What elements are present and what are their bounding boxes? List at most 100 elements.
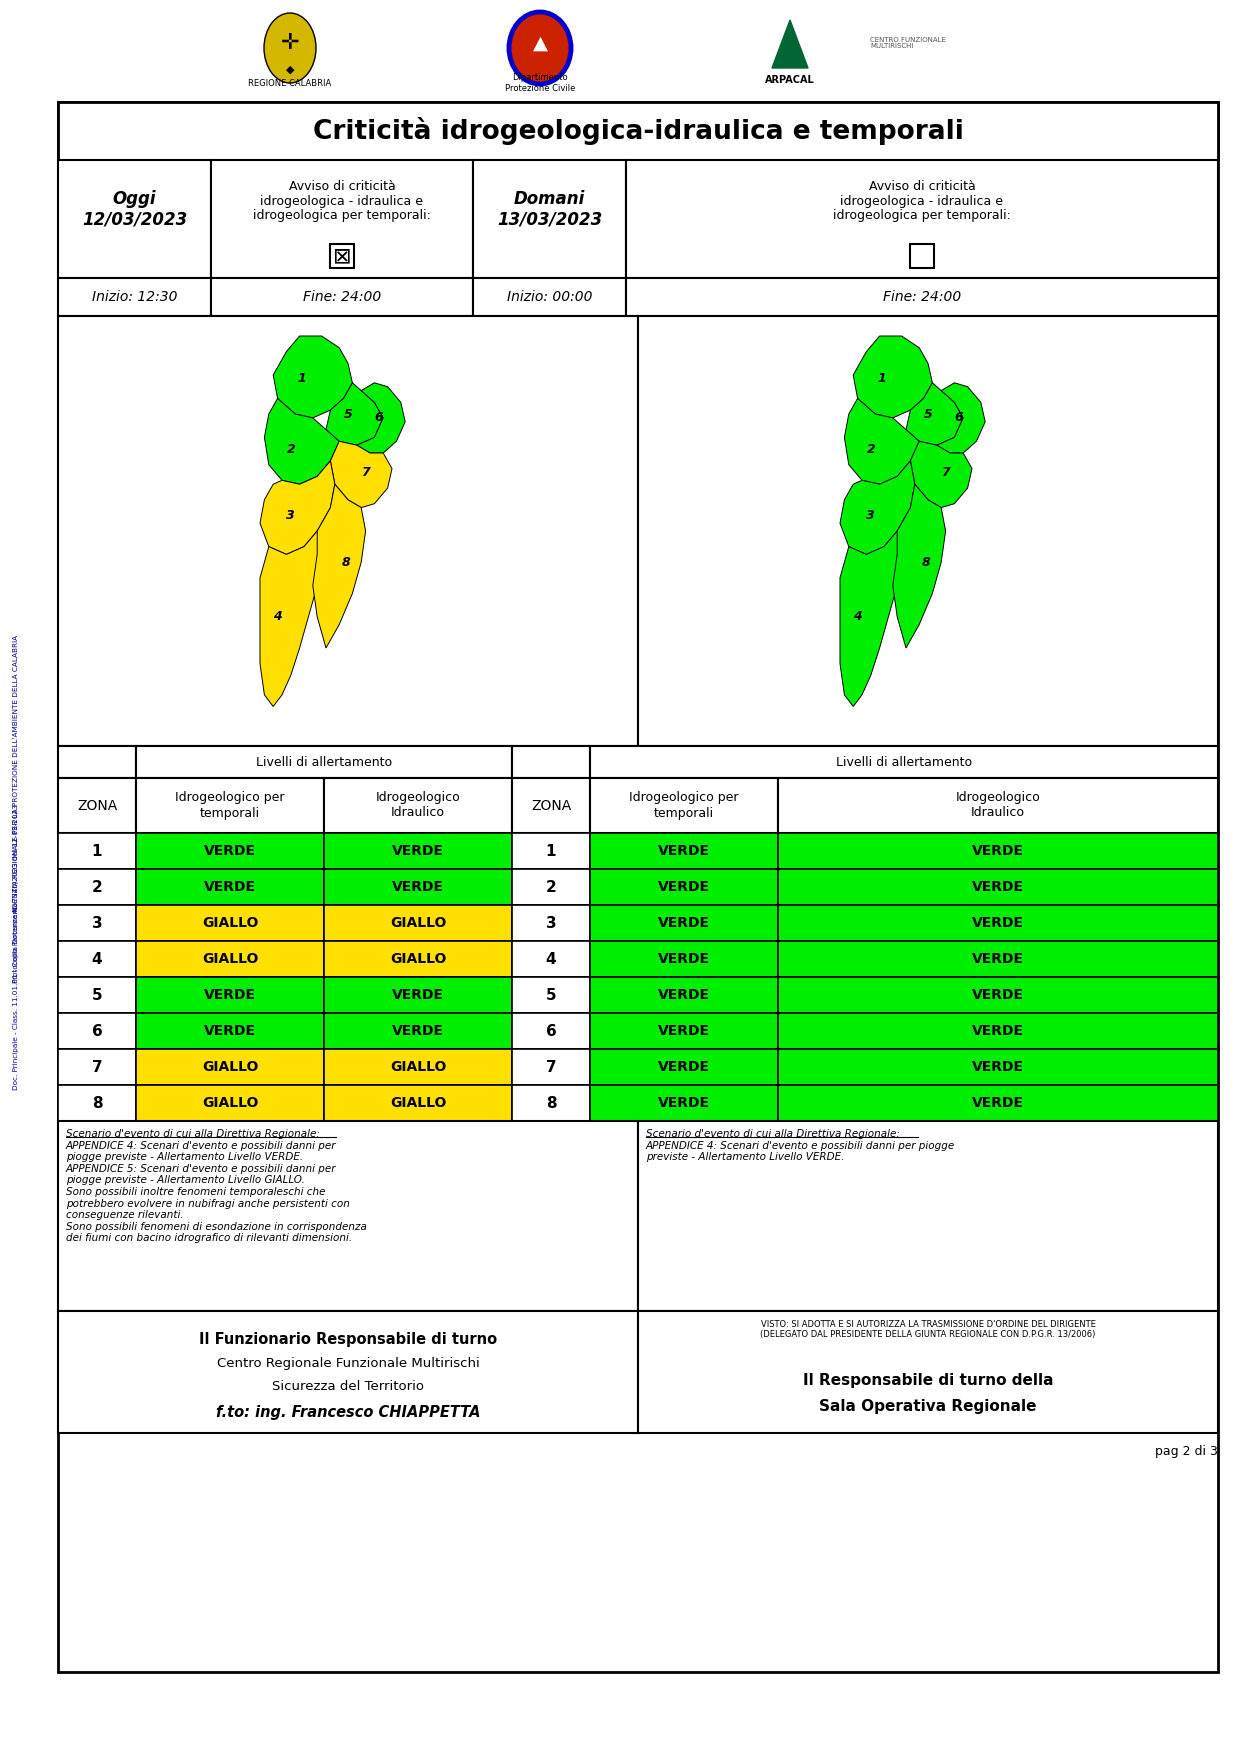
Bar	[58, 833, 136, 868]
Text: Inizio: 12:30: Inizio: 12:30	[92, 289, 177, 303]
Text: Idrogeologico
Idraulico: Idrogeologico Idraulico	[956, 791, 1040, 819]
Text: VERDE: VERDE	[658, 916, 711, 930]
Text: 5: 5	[546, 988, 557, 1003]
Text: VERDE: VERDE	[972, 1059, 1024, 1073]
Text: Idrogeologico per
temporali: Idrogeologico per temporali	[175, 791, 285, 819]
Bar	[324, 868, 512, 905]
Polygon shape	[910, 442, 972, 507]
Text: Scenario d'evento di cui alla Direttiva Regionale:
APPENDICE 4: Scenari d'evento: Scenario d'evento di cui alla Direttiva …	[646, 1130, 955, 1163]
Text: Il Responsabile di turno della: Il Responsabile di turno della	[802, 1373, 1053, 1387]
Text: VERDE: VERDE	[972, 881, 1024, 895]
Polygon shape	[853, 337, 932, 417]
Text: 5: 5	[343, 407, 352, 421]
Bar	[590, 833, 777, 868]
Polygon shape	[260, 461, 335, 554]
Text: VISTO: SI ADOTTA E SI AUTORIZZA LA TRASMISSIONE D'ORDINE DEL DIRIGENTE
(DELEGATO: VISTO: SI ADOTTA E SI AUTORIZZA LA TRASM…	[760, 1319, 1096, 1338]
Text: 3: 3	[92, 916, 103, 931]
Text: Oggi
12/03/2023: Oggi 12/03/2023	[82, 189, 187, 228]
Text: VERDE: VERDE	[972, 988, 1024, 1002]
Text: VERDE: VERDE	[658, 881, 711, 895]
Bar	[590, 745, 1218, 779]
Text: VERDE: VERDE	[972, 916, 1024, 930]
Polygon shape	[330, 442, 392, 507]
Text: Avviso di criticità
idrogeologica - idraulica e
idrogeologica per temporali:: Avviso di criticità idrogeologica - idra…	[833, 179, 1011, 223]
Text: 2: 2	[286, 442, 295, 456]
Text: VERDE: VERDE	[972, 844, 1024, 858]
Bar	[626, 277, 1218, 316]
Text: 8: 8	[92, 1096, 103, 1110]
Text: 8: 8	[546, 1096, 557, 1110]
Text: 5: 5	[924, 407, 932, 421]
Bar	[512, 1086, 590, 1121]
Text: ◆: ◆	[285, 65, 294, 75]
Text: VERDE: VERDE	[658, 988, 711, 1002]
Text: VERDE: VERDE	[205, 1024, 255, 1038]
Text: 4: 4	[92, 951, 103, 966]
Polygon shape	[264, 398, 340, 484]
Ellipse shape	[508, 12, 570, 84]
Text: Livelli di allertamento: Livelli di allertamento	[255, 756, 392, 768]
Text: VERDE: VERDE	[205, 988, 255, 1002]
Text: Sala Operativa Regionale: Sala Operativa Regionale	[820, 1398, 1037, 1414]
Text: 3: 3	[546, 916, 557, 931]
Text: ✛: ✛	[280, 33, 299, 53]
Bar	[136, 745, 512, 779]
Text: 4: 4	[273, 610, 281, 623]
Polygon shape	[893, 484, 946, 647]
Bar	[211, 160, 472, 277]
Polygon shape	[326, 382, 383, 446]
Text: 6: 6	[546, 1024, 557, 1038]
Polygon shape	[936, 382, 986, 453]
Bar	[777, 1086, 1218, 1121]
Bar	[136, 1049, 324, 1086]
Bar	[590, 977, 777, 1014]
Bar	[58, 1014, 136, 1049]
Text: Domani
13/03/2023: Domani 13/03/2023	[497, 189, 603, 228]
Text: 1: 1	[92, 844, 102, 858]
Bar	[324, 779, 512, 833]
Text: Criticità idrogeologica-idraulica e temporali: Criticità idrogeologica-idraulica e temp…	[312, 118, 963, 146]
Text: 2: 2	[92, 879, 103, 895]
Bar	[58, 905, 136, 940]
Bar	[324, 833, 512, 868]
Text: GIALLO: GIALLO	[202, 1059, 258, 1073]
Bar	[626, 160, 1218, 277]
Polygon shape	[312, 484, 366, 647]
Bar	[136, 905, 324, 940]
Text: GIALLO: GIALLO	[202, 952, 258, 966]
Polygon shape	[906, 382, 963, 446]
Bar	[512, 745, 590, 779]
Bar	[58, 1310, 639, 1433]
Bar	[211, 277, 472, 316]
Text: 7: 7	[546, 1059, 557, 1075]
Bar	[639, 316, 1218, 745]
Text: 7: 7	[92, 1059, 103, 1075]
Bar	[777, 868, 1218, 905]
Bar	[590, 940, 777, 977]
Text: ZONA: ZONA	[531, 798, 572, 812]
Text: Il Funzionario Responsabile di turno: Il Funzionario Responsabile di turno	[198, 1331, 497, 1347]
Text: Inizio: 00:00: Inizio: 00:00	[507, 289, 593, 303]
Bar	[136, 833, 324, 868]
Bar	[512, 868, 590, 905]
Text: 7: 7	[361, 467, 370, 479]
Text: Doc. Principale - Class. 11.01.01 - Copia Documento: Doc. Principale - Class. 11.01.01 - Copi…	[12, 902, 19, 1089]
Text: 7: 7	[941, 467, 950, 479]
Bar	[58, 940, 136, 977]
Bar	[590, 1014, 777, 1049]
Text: 6: 6	[374, 412, 383, 424]
Polygon shape	[357, 382, 405, 453]
Text: 2: 2	[546, 879, 557, 895]
Bar	[590, 1049, 777, 1086]
Bar	[136, 868, 324, 905]
Bar	[512, 977, 590, 1014]
Bar	[324, 1086, 512, 1121]
Text: VERDE: VERDE	[972, 952, 1024, 966]
Text: f.to: ing. Francesco CHIAPPETTA: f.to: ing. Francesco CHIAPPETTA	[216, 1405, 480, 1419]
Bar	[910, 244, 934, 268]
Bar	[472, 277, 626, 316]
Bar	[639, 1121, 1218, 1310]
Bar	[58, 868, 136, 905]
Bar	[58, 1086, 136, 1121]
Text: GIALLO: GIALLO	[389, 952, 446, 966]
